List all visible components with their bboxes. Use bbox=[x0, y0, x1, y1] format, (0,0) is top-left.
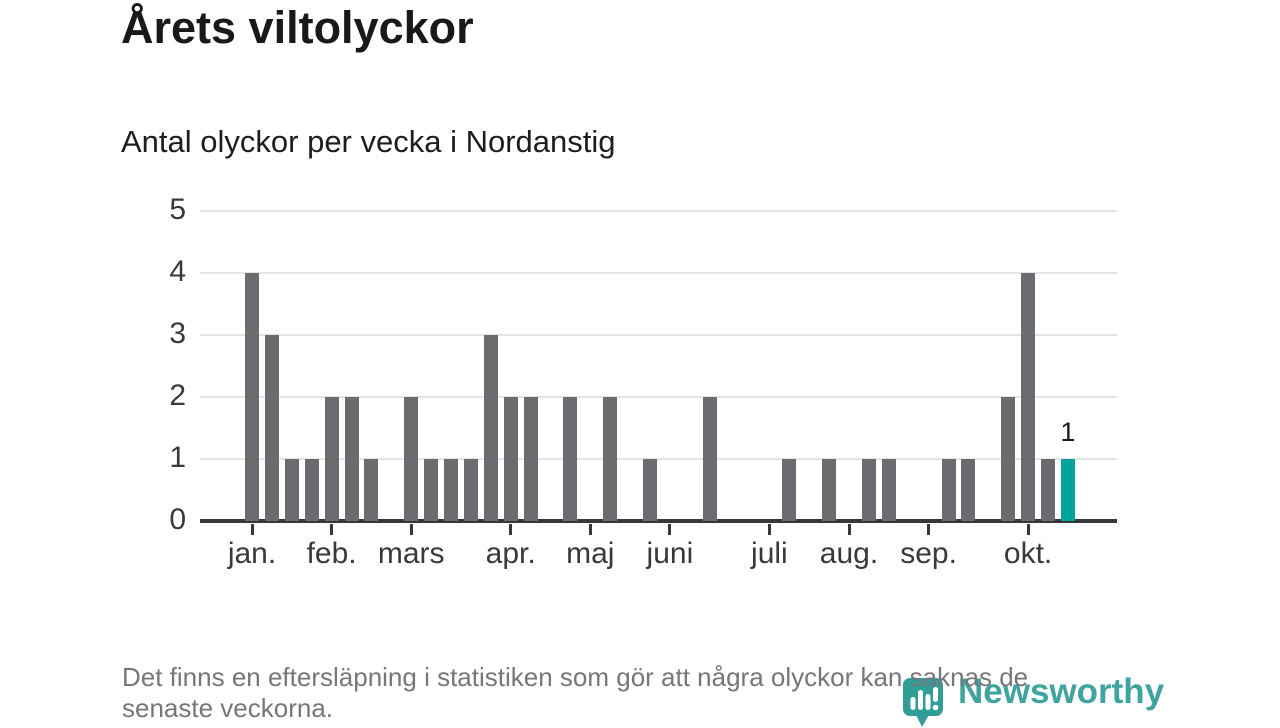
bar bbox=[463, 459, 478, 521]
bar bbox=[245, 273, 259, 521]
bar bbox=[563, 397, 578, 521]
gridline-1 bbox=[200, 458, 1117, 460]
y-axis-label: 1 bbox=[169, 441, 186, 474]
bar bbox=[483, 335, 498, 521]
bar bbox=[424, 459, 439, 521]
bar bbox=[822, 459, 837, 521]
y-axis-label: 2 bbox=[169, 379, 186, 412]
x-axis-label: apr. bbox=[485, 537, 536, 570]
bar bbox=[523, 397, 538, 521]
x-axis-label: okt. bbox=[1003, 537, 1053, 570]
newsworthy-logo: Newsworthy bbox=[903, 668, 1164, 728]
bar bbox=[324, 397, 339, 521]
newsworthy-logo-icon bbox=[903, 678, 943, 727]
bar bbox=[643, 459, 657, 521]
bar bbox=[364, 459, 379, 521]
gridline-3 bbox=[200, 334, 1117, 336]
x-axis-tick bbox=[588, 524, 592, 535]
x-axis-label: mars bbox=[377, 537, 445, 570]
bar-highlight bbox=[1060, 459, 1075, 521]
bar bbox=[881, 459, 896, 521]
bar bbox=[1041, 459, 1055, 521]
x-axis-tick bbox=[847, 524, 851, 535]
x-axis-tick bbox=[250, 524, 254, 535]
highlight-value-label: 1 bbox=[1060, 417, 1076, 447]
bar bbox=[444, 459, 458, 521]
y-axis-label: 3 bbox=[169, 317, 186, 350]
chart-title: Årets viltolyckor bbox=[121, 2, 474, 53]
gridline-4 bbox=[200, 272, 1117, 274]
x-axis-tick bbox=[409, 524, 413, 535]
bar bbox=[603, 397, 618, 521]
newsworthy-logo-text: Newsworthy bbox=[958, 672, 1165, 711]
bar bbox=[503, 397, 518, 521]
y-axis-label: 4 bbox=[169, 255, 186, 288]
bar bbox=[404, 397, 419, 521]
bar bbox=[1021, 273, 1036, 521]
footnote-line-2: senaste veckorna. bbox=[122, 693, 334, 723]
gridline-5 bbox=[200, 210, 1117, 212]
bar bbox=[1001, 397, 1016, 521]
bar bbox=[304, 459, 319, 521]
bar bbox=[344, 397, 359, 521]
x-axis-label: sep. bbox=[900, 537, 957, 570]
x-axis-tick bbox=[330, 524, 334, 535]
y-axis-label: 0 bbox=[169, 503, 186, 536]
bar bbox=[961, 459, 976, 521]
bar bbox=[941, 459, 956, 521]
footnote: Det finns en eftersläpning i statistiken… bbox=[122, 662, 1028, 724]
bar bbox=[284, 459, 299, 521]
x-axis-label: aug. bbox=[819, 537, 879, 570]
x-axis-tick bbox=[1026, 524, 1030, 535]
x-axis-tick bbox=[767, 524, 771, 535]
plot-area: 0 1 2 3 4 5 jan. feb. mars apr. maj juni juli aug. sep… bbox=[169, 193, 1117, 570]
bar bbox=[264, 335, 279, 521]
chart-subtitle: Antal olyckor per vecka i Nordanstig bbox=[121, 124, 616, 159]
x-axis-label: feb. bbox=[306, 537, 357, 570]
x-axis-label: maj bbox=[566, 537, 615, 570]
x-axis-label: juli bbox=[751, 537, 788, 570]
x-axis-line bbox=[200, 519, 1117, 523]
bar bbox=[782, 459, 797, 521]
x-axis-label: juni bbox=[646, 537, 694, 570]
bar bbox=[861, 459, 876, 521]
x-axis-tick bbox=[668, 524, 672, 535]
bar bbox=[702, 397, 717, 521]
x-axis-label: jan. bbox=[227, 537, 277, 570]
x-axis-tick bbox=[927, 524, 931, 535]
footnote-line-1: Det finns en eftersläpning i statistiken… bbox=[122, 662, 1029, 692]
y-axis-label: 5 bbox=[169, 193, 186, 226]
x-axis-tick bbox=[509, 524, 513, 535]
gridline-2 bbox=[200, 396, 1117, 398]
